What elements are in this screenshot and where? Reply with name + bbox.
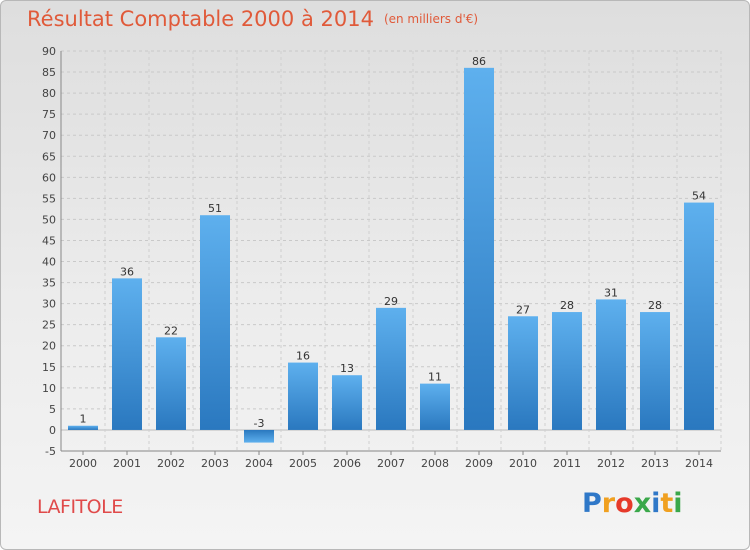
x-tick-label: 2009 (465, 457, 493, 470)
x-tick-label: 2000 (69, 457, 97, 470)
y-tick-label: 40 (42, 256, 56, 269)
y-tick-label: 30 (42, 298, 56, 311)
data-label: 22 (164, 324, 178, 337)
data-label: 28 (560, 299, 574, 312)
data-label: 27 (516, 303, 530, 316)
y-tick-label: -5 (45, 445, 56, 458)
y-tick-label: 15 (42, 361, 56, 374)
chart-subtitle: (en milliers d'€) (383, 12, 479, 26)
y-tick-label: 20 (42, 340, 56, 353)
title-text: Résultat Comptable 2000 à 2014 (27, 7, 374, 31)
x-tick-label: 2014 (685, 457, 713, 470)
y-tick-label: 10 (42, 382, 56, 395)
y-tick-label: 25 (42, 319, 56, 332)
bar-2008 (420, 383, 450, 430)
y-tick-label: 65 (42, 150, 56, 163)
data-label: 86 (472, 55, 486, 68)
data-label: 13 (340, 362, 354, 375)
data-label: 31 (604, 286, 618, 299)
y-tick-label: 5 (49, 403, 56, 416)
bar-2014 (684, 202, 714, 430)
data-label: 36 (120, 265, 134, 278)
bar-2012 (596, 299, 626, 430)
bar-2000 (68, 425, 98, 430)
y-tick-label: 90 (42, 45, 56, 58)
y-tick-label: 85 (42, 66, 56, 79)
logo-letter: P (582, 488, 602, 519)
bar-2010 (508, 316, 538, 430)
data-label: -3 (254, 417, 265, 430)
data-label: 16 (296, 350, 310, 363)
bar-2009 (464, 67, 494, 430)
bar-2002 (156, 337, 186, 430)
chart-title: Résultat Comptable 2000 à 2014 (en millie… (27, 7, 478, 31)
axes: -5 0 5 10 15 20 25 30 35 40 45 50 55 60 65 70 75 80 85 90 (42, 45, 721, 458)
x-tick-label: 2001 (113, 457, 141, 470)
x-tick-label: 2003 (201, 457, 229, 470)
x-tick-label: 2005 (289, 457, 317, 470)
bars (68, 67, 714, 443)
bar-2004 (244, 429, 274, 443)
logo-letter: r (601, 488, 616, 519)
data-label: 11 (428, 371, 442, 384)
bar-2006 (332, 375, 362, 430)
logo-letter: i (673, 488, 683, 519)
bar-2007 (376, 307, 406, 430)
data-label: 29 (384, 295, 398, 308)
y-tick-label: 60 (42, 171, 56, 184)
data-label: 51 (208, 202, 222, 215)
y-tick-label: 55 (42, 192, 56, 205)
y-tick-label: 35 (42, 277, 56, 290)
y-tick-label: 80 (42, 87, 56, 100)
y-tick-label: 45 (42, 234, 56, 247)
logo-letter: i (651, 488, 661, 519)
commune-name: LAFITOLE (37, 496, 123, 518)
x-tick-label: 2010 (509, 457, 537, 470)
bar-2003 (200, 215, 230, 430)
bar-2011 (552, 312, 582, 430)
data-label: 54 (692, 190, 706, 203)
x-tick-label: 2012 (597, 457, 625, 470)
y-tick-label: 0 (49, 424, 56, 437)
data-label: 1 (80, 413, 87, 426)
x-tick-label: 2007 (377, 457, 405, 470)
proxiti-logo: Proxiti (582, 488, 683, 519)
x-tick-label: 2008 (421, 457, 449, 470)
logo-letter: o (615, 488, 634, 519)
x-tick-label: 2006 (333, 457, 361, 470)
x-tick-label: 2004 (245, 457, 273, 470)
bar-2001 (112, 278, 142, 430)
y-tick-label: 50 (42, 213, 56, 226)
labels: 1 2000 36 2001 22 2002 51 2003 -3 2004 16 2005 13 200… (69, 55, 713, 470)
y-tick-label: 75 (42, 108, 56, 121)
x-tick-label: 2013 (641, 457, 669, 470)
logo-letter: x (633, 488, 652, 519)
y-tick-label: 70 (42, 129, 56, 142)
logo-letter: t (660, 488, 674, 519)
bar-2005 (288, 362, 318, 430)
x-tick-label: 2002 (157, 457, 185, 470)
x-tick-label: 2011 (553, 457, 581, 470)
data-label: 28 (648, 299, 662, 312)
bar-2013 (640, 312, 670, 430)
